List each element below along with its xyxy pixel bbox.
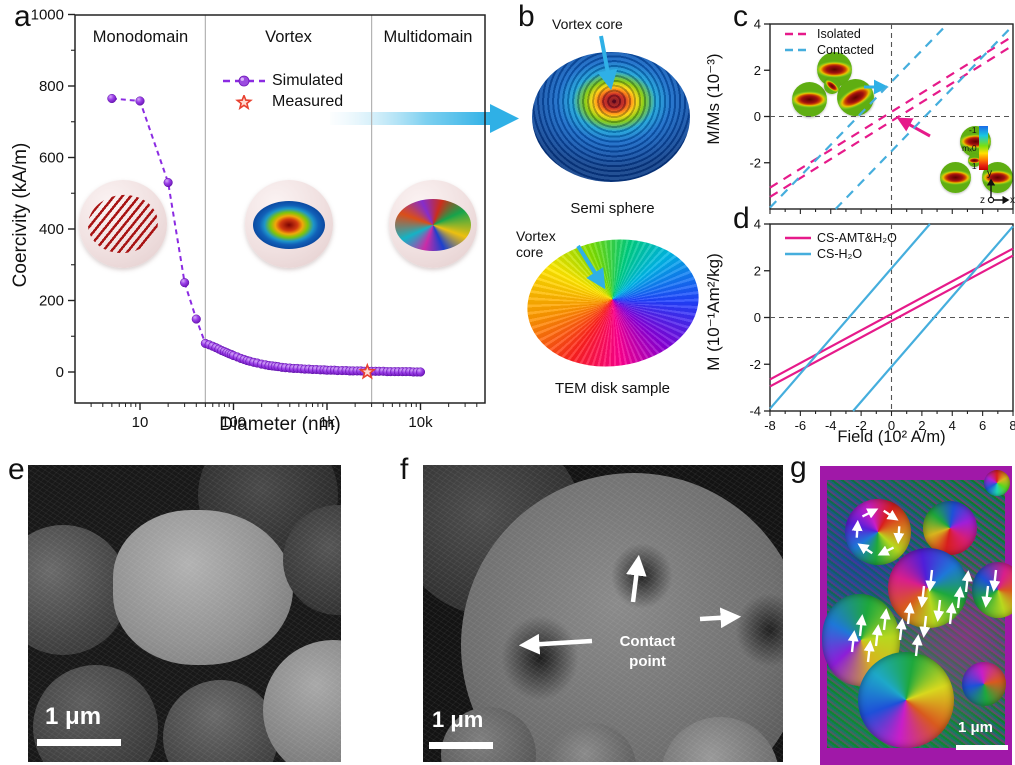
svg-text:600: 600	[39, 150, 64, 167]
sem-image-e: 1 μm	[28, 465, 341, 762]
panel-c-label: c	[733, 0, 748, 33]
panel-a-x-axis-title: Diameter (nm)	[219, 414, 341, 435]
colorbar-quantity-label: mₓ	[962, 142, 972, 153]
colorbar-bottom-label: 1	[971, 160, 977, 171]
flow-arrow-a-to-b	[330, 104, 519, 133]
legend-item-contacted: Contacted	[785, 43, 874, 57]
monodomain-sphere-inset	[79, 180, 167, 268]
legend-item-cs-h2o: CS-H₂O	[785, 247, 897, 261]
isolated-inset-arrow	[896, 117, 931, 138]
measured-marker-icon	[235, 94, 253, 110]
multidomain-sphere-inset	[389, 180, 477, 268]
colorbar-top-label: -1	[969, 125, 977, 135]
panel-d-x-axis-title: Field (10² A/m)	[837, 428, 946, 446]
triad-y-label: y	[987, 168, 992, 179]
vortex-domain-circle-4	[858, 652, 954, 748]
colorbar-mid-label: 0	[971, 142, 977, 153]
panel-c-y-axis-title: M/Ms (10⁻³)	[704, 53, 723, 145]
legend-isolated-label: Isolated	[817, 27, 861, 41]
multidomain-state-pattern	[395, 199, 471, 251]
contacted-spheres-inset	[792, 52, 881, 123]
panel-b-label: b	[518, 0, 535, 33]
panel-f-label: f	[400, 453, 409, 486]
isolated-line-icon	[785, 32, 811, 36]
coordinate-triad: y x z	[980, 168, 1015, 213]
svg-text:4: 4	[754, 217, 761, 232]
svg-text:0: 0	[56, 364, 64, 381]
vortex-domain-circle-3	[888, 548, 968, 628]
region-label-monodomain: Monodomain	[92, 28, 189, 46]
region-label-multidomain: Multidomain	[383, 28, 473, 46]
svg-text:200: 200	[39, 293, 64, 310]
legend-item-measured: Measured	[222, 93, 343, 111]
semi-sphere-visualization	[532, 52, 690, 182]
svg-text:-2: -2	[749, 357, 761, 372]
colorbar-gradient	[978, 126, 988, 170]
legend-cs-h2o-label: CS-H₂O	[817, 247, 863, 261]
panel-g-label: g	[790, 451, 807, 484]
vortex-core-annotation-bottom: Vortex core	[516, 228, 556, 261]
vortex-core-annotation-top: Vortex core	[552, 16, 623, 32]
svg-text:800: 800	[39, 78, 64, 95]
cs-h2o-line-icon	[785, 252, 811, 256]
scalebar-e	[37, 739, 121, 746]
svg-text:0: 0	[754, 109, 761, 124]
scalebar-g	[956, 745, 1008, 750]
legend-measured-label: Measured	[272, 93, 344, 110]
legend-cs-amt-h2o-label: CS-AMT&H₂O	[817, 231, 897, 245]
contact-point-spot-left	[501, 615, 579, 701]
central-particle-cluster	[113, 510, 293, 665]
legend-item-simulated: Simulated	[222, 72, 343, 90]
scalebar-label-e: 1 μm	[45, 703, 102, 730]
contact-point-annotation: Contact point	[619, 633, 676, 670]
svg-text:400: 400	[39, 221, 64, 238]
legend-item-cs-amt-h2o: CS-AMT&H₂O	[785, 231, 897, 245]
panel-d-legend: CS-AMT&H₂O CS-H₂O	[785, 231, 897, 261]
panel-e-label: e	[8, 453, 25, 486]
vortex-domain-circle-2	[923, 501, 977, 555]
scalebar-label-f: 1 μm	[432, 707, 484, 732]
tem-disk-caption: TEM disk sample	[554, 380, 671, 397]
panel-c-legend: Isolated Contacted	[785, 27, 874, 57]
contact-point-spot-top	[611, 543, 673, 609]
region-label-vortex: Vortex	[265, 28, 312, 46]
legend-simulated-label: Simulated	[272, 72, 344, 89]
panel-a-legend: Simulated Measured	[222, 72, 343, 111]
triad-z-label: z	[980, 195, 985, 206]
sem-image-f: Contact point 1 μm	[423, 465, 783, 762]
vortex-domain-circle-1	[845, 499, 911, 565]
svg-text:4: 4	[754, 17, 761, 32]
domain-map-image-g: 1 μm	[820, 466, 1012, 765]
svg-text:0: 0	[754, 310, 761, 325]
svg-text:-2: -2	[749, 155, 761, 170]
contacted-line-icon	[785, 48, 811, 52]
simulated-marker-icon	[223, 75, 265, 87]
panel-d-label: d	[733, 202, 750, 235]
legend-item-isolated: Isolated	[785, 27, 874, 41]
scalebar-label-g: 1 μm	[958, 719, 994, 736]
triad-x-label: x	[1010, 195, 1015, 206]
svg-text:2: 2	[754, 63, 761, 78]
svg-text:2: 2	[754, 263, 761, 278]
scalebar-f	[429, 742, 493, 749]
vortex-state-pattern	[253, 201, 325, 249]
legend-contacted-label: Contacted	[817, 43, 874, 57]
panel-a-label: a	[14, 0, 31, 33]
semi-sphere-caption: Semi sphere	[570, 200, 655, 217]
svg-text:1000: 1000	[31, 7, 64, 24]
vortex-sphere-inset	[245, 180, 333, 268]
contact-point-spot-right	[735, 593, 783, 667]
mx-colorbar: -1 mₓ0 1	[962, 126, 988, 170]
color-wheel-icon	[984, 470, 1010, 496]
panel-d-y-axis-title: M (10⁻¹Am²/kg)	[704, 253, 723, 371]
panel-a-y-axis-title: Coercivity (kA/m)	[10, 142, 31, 288]
monodomain-spin-pattern	[85, 191, 161, 257]
svg-text:-4: -4	[749, 404, 761, 419]
cs-amt-h2o-line-icon	[785, 236, 811, 240]
